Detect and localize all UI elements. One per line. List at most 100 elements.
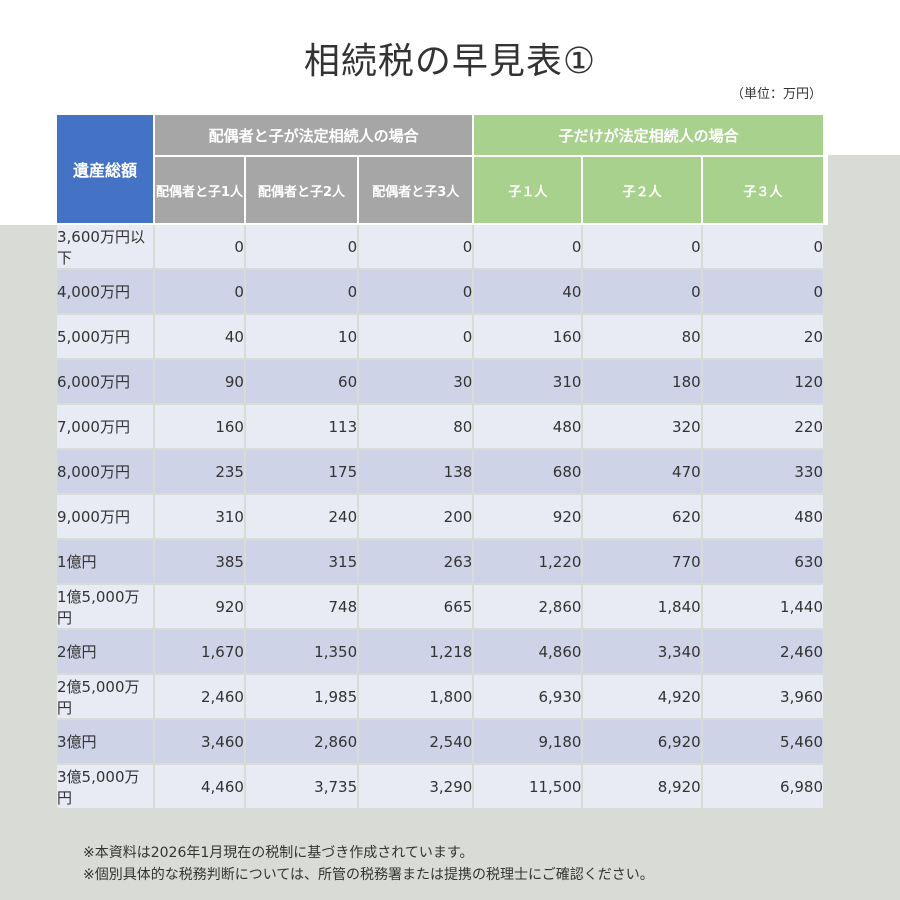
row-value-col-1: 4,460 [155,765,244,808]
row-value-col-3: 0 [359,225,473,268]
header-sub-child-3: 子３人 [702,157,823,223]
header-sub-spouse-3: 配偶者と子3人 [359,157,473,223]
row-value-col-2: 1,350 [245,630,358,673]
row-value-col-5: 0 [583,225,701,268]
header-sub-child-1: 子１人 [474,157,582,223]
row-value-col-6: 630 [702,540,823,583]
table-row: 4,000万円 0 0 0 40 0 0 [57,270,823,313]
row-value-col-5: 620 [583,495,701,538]
table-row: 6,000万円 90 60 30 310 180 120 [57,360,823,403]
table-row: 7,000万円 160 113 80 480 320 220 [57,405,823,448]
table-row: 3億円 3,460 2,860 2,540 9,180 6,920 5,460 [57,720,823,763]
row-value-col-2: 175 [245,450,358,493]
row-value-col-2: 2,860 [245,720,358,763]
header-sub-spouse-1: 配偶者と子1人 [155,157,244,223]
row-value-col-3: 0 [359,270,473,313]
row-value-col-6: 220 [702,405,823,448]
row-value-col-1: 385 [155,540,244,583]
row-value-col-4: 160 [474,315,582,358]
row-label: 2億5,000万円 [57,675,154,718]
row-value-col-2: 10 [245,315,358,358]
row-value-col-5: 320 [583,405,701,448]
row-value-col-4: 0 [474,225,582,268]
header-group-children: 子だけが法定相続人の場合 [474,115,823,155]
row-value-col-1: 920 [155,585,244,628]
row-label: 1億5,000万円 [57,585,154,628]
row-value-col-6: 480 [702,495,823,538]
row-label: 7,000万円 [57,405,154,448]
row-value-col-1: 235 [155,450,244,493]
row-value-col-6: 1,440 [702,585,823,628]
row-value-col-1: 0 [155,270,244,313]
row-value-col-3: 30 [359,360,473,403]
row-value-col-5: 80 [583,315,701,358]
row-value-col-3: 665 [359,585,473,628]
row-value-col-6: 120 [702,360,823,403]
row-value-col-3: 138 [359,450,473,493]
row-value-col-6: 0 [702,270,823,313]
tax-table: 遺産総額 配偶者と子が法定相続人の場合 子だけが法定相続人の場合 配偶者と子1人… [55,113,825,810]
header-group-spouse: 配偶者と子が法定相続人の場合 [155,115,473,155]
row-value-col-5: 770 [583,540,701,583]
row-value-col-2: 60 [245,360,358,403]
row-value-col-1: 1,670 [155,630,244,673]
row-value-col-5: 3,340 [583,630,701,673]
row-label: 9,000万円 [57,495,154,538]
header-sub-spouse-2: 配偶者と子2人 [245,157,358,223]
header-total: 遺産総額 [57,115,154,223]
row-label: 3,600万円以下 [57,225,154,268]
row-value-col-1: 3,460 [155,720,244,763]
row-value-col-6: 20 [702,315,823,358]
row-value-col-3: 200 [359,495,473,538]
row-value-col-3: 2,540 [359,720,473,763]
row-value-col-6: 2,460 [702,630,823,673]
row-value-col-6: 5,460 [702,720,823,763]
row-value-col-6: 6,980 [702,765,823,808]
row-value-col-4: 480 [474,405,582,448]
row-value-col-4: 4,860 [474,630,582,673]
row-value-col-5: 180 [583,360,701,403]
row-label: 3億5,000万円 [57,765,154,808]
table-row: 1億円 385 315 263 1,220 770 630 [57,540,823,583]
row-value-col-2: 113 [245,405,358,448]
row-value-col-4: 310 [474,360,582,403]
row-value-col-3: 3,290 [359,765,473,808]
row-value-col-4: 40 [474,270,582,313]
background-band-right [828,155,900,225]
row-value-col-6: 3,960 [702,675,823,718]
row-value-col-6: 330 [702,450,823,493]
header-sub-child-2: 子２人 [583,157,701,223]
row-value-col-5: 1,840 [583,585,701,628]
row-value-col-5: 470 [583,450,701,493]
row-value-col-2: 315 [245,540,358,583]
row-label: 6,000万円 [57,360,154,403]
row-label: 4,000万円 [57,270,154,313]
row-label: 1億円 [57,540,154,583]
row-value-col-3: 80 [359,405,473,448]
row-value-col-5: 4,920 [583,675,701,718]
footnote-1: ※本資料は2026年1月現在の税制に基づき作成されています。 [83,845,474,861]
row-value-col-1: 2,460 [155,675,244,718]
row-value-col-4: 680 [474,450,582,493]
table-row: 9,000万円 310 240 200 920 620 480 [57,495,823,538]
row-value-col-1: 40 [155,315,244,358]
row-label: 5,000万円 [57,315,154,358]
row-label: 8,000万円 [57,450,154,493]
table-row: 3億5,000万円 4,460 3,735 3,290 11,500 8,920 6,980 [57,765,823,808]
unit-label: （単位：万円） [730,87,822,102]
row-value-col-6: 0 [702,225,823,268]
table-row: 2億円 1,670 1,350 1,218 4,860 3,340 2,460 [57,630,823,673]
row-value-col-4: 1,220 [474,540,582,583]
row-value-col-2: 3,735 [245,765,358,808]
row-value-col-2: 748 [245,585,358,628]
row-value-col-4: 2,860 [474,585,582,628]
row-value-col-2: 1,985 [245,675,358,718]
footnotes: ※本資料は2026年1月現在の税制に基づき作成されています。 ※個別具体的な税務… [83,842,654,886]
row-value-col-1: 90 [155,360,244,403]
row-value-col-2: 240 [245,495,358,538]
table-row: 8,000万円 235 175 138 680 470 330 [57,450,823,493]
table-row: 2億5,000万円 2,460 1,985 1,800 6,930 4,920 3,960 [57,675,823,718]
row-value-col-3: 263 [359,540,473,583]
row-value-col-3: 1,800 [359,675,473,718]
row-value-col-4: 11,500 [474,765,582,808]
